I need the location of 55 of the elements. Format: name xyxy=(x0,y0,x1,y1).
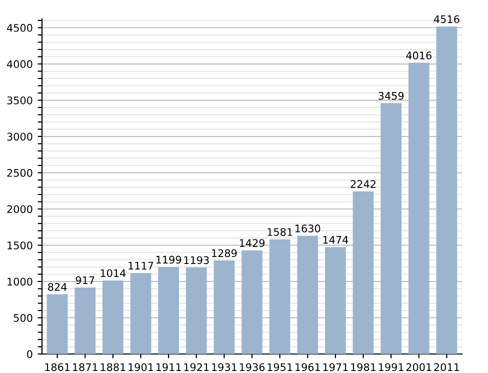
x-tick-label: 1871 xyxy=(73,363,98,372)
x-tick-label: 1861 xyxy=(45,363,70,372)
data-label: 4016 xyxy=(406,52,432,60)
y-tick-label: 2000 xyxy=(7,205,32,214)
x-tick-label: 2011 xyxy=(434,363,459,372)
bar xyxy=(269,239,290,354)
x-tick-label: 1911 xyxy=(156,363,181,372)
data-label: 2242 xyxy=(350,180,376,188)
x-tick-label: 1921 xyxy=(184,363,209,372)
x-tick-label: 1951 xyxy=(268,363,292,372)
x-tick-label: 1931 xyxy=(212,363,236,372)
bar xyxy=(352,191,374,354)
bar xyxy=(242,250,262,354)
y-tick-label: 3000 xyxy=(7,132,32,141)
bar xyxy=(214,260,235,354)
x-tick-label: 1901 xyxy=(128,363,154,372)
bar xyxy=(102,280,124,354)
x-tick-label: 1936 xyxy=(240,363,265,372)
data-label: 3459 xyxy=(378,92,404,100)
bar xyxy=(158,267,179,354)
data-label: 1429 xyxy=(240,239,265,247)
data-label: 1014 xyxy=(100,269,126,278)
data-label: 824 xyxy=(48,282,67,291)
data-label: 1474 xyxy=(323,236,348,244)
bar xyxy=(74,288,96,354)
data-label: 917 xyxy=(76,276,94,284)
x-tick-label: 1991 xyxy=(378,363,404,372)
bar xyxy=(186,267,207,354)
data-label: 1193 xyxy=(184,256,209,264)
y-tick-label: 500 xyxy=(14,314,32,322)
y-tick-label: 1000 xyxy=(8,278,32,286)
data-label: 1199 xyxy=(156,256,182,264)
x-tick-label: 1881 xyxy=(100,363,126,372)
bar xyxy=(408,62,430,354)
y-tick-label: 4000 xyxy=(6,60,32,68)
y-tick-label: 0 xyxy=(27,350,32,358)
bar xyxy=(46,294,68,354)
x-tick-label: 1961 xyxy=(296,363,320,372)
y-tick-label: 1500 xyxy=(8,241,32,250)
data-label: 1117 xyxy=(128,262,154,270)
y-tick-label: 2500 xyxy=(7,168,32,177)
bar xyxy=(436,26,458,354)
bar xyxy=(130,273,152,354)
data-label: 1630 xyxy=(296,224,320,232)
data-label: 1289 xyxy=(212,249,237,258)
bar xyxy=(297,236,318,354)
x-tick-label: 1971 xyxy=(323,363,348,372)
bar xyxy=(325,247,346,354)
y-tick-label: 4500 xyxy=(6,24,32,32)
data-label: 4516 xyxy=(434,15,460,24)
x-tick-label: 2001 xyxy=(406,363,432,372)
x-tick-label: 1981 xyxy=(351,363,376,372)
data-label: 1581 xyxy=(268,228,292,236)
bar xyxy=(380,103,402,354)
y-tick-label: 3500 xyxy=(7,96,32,104)
